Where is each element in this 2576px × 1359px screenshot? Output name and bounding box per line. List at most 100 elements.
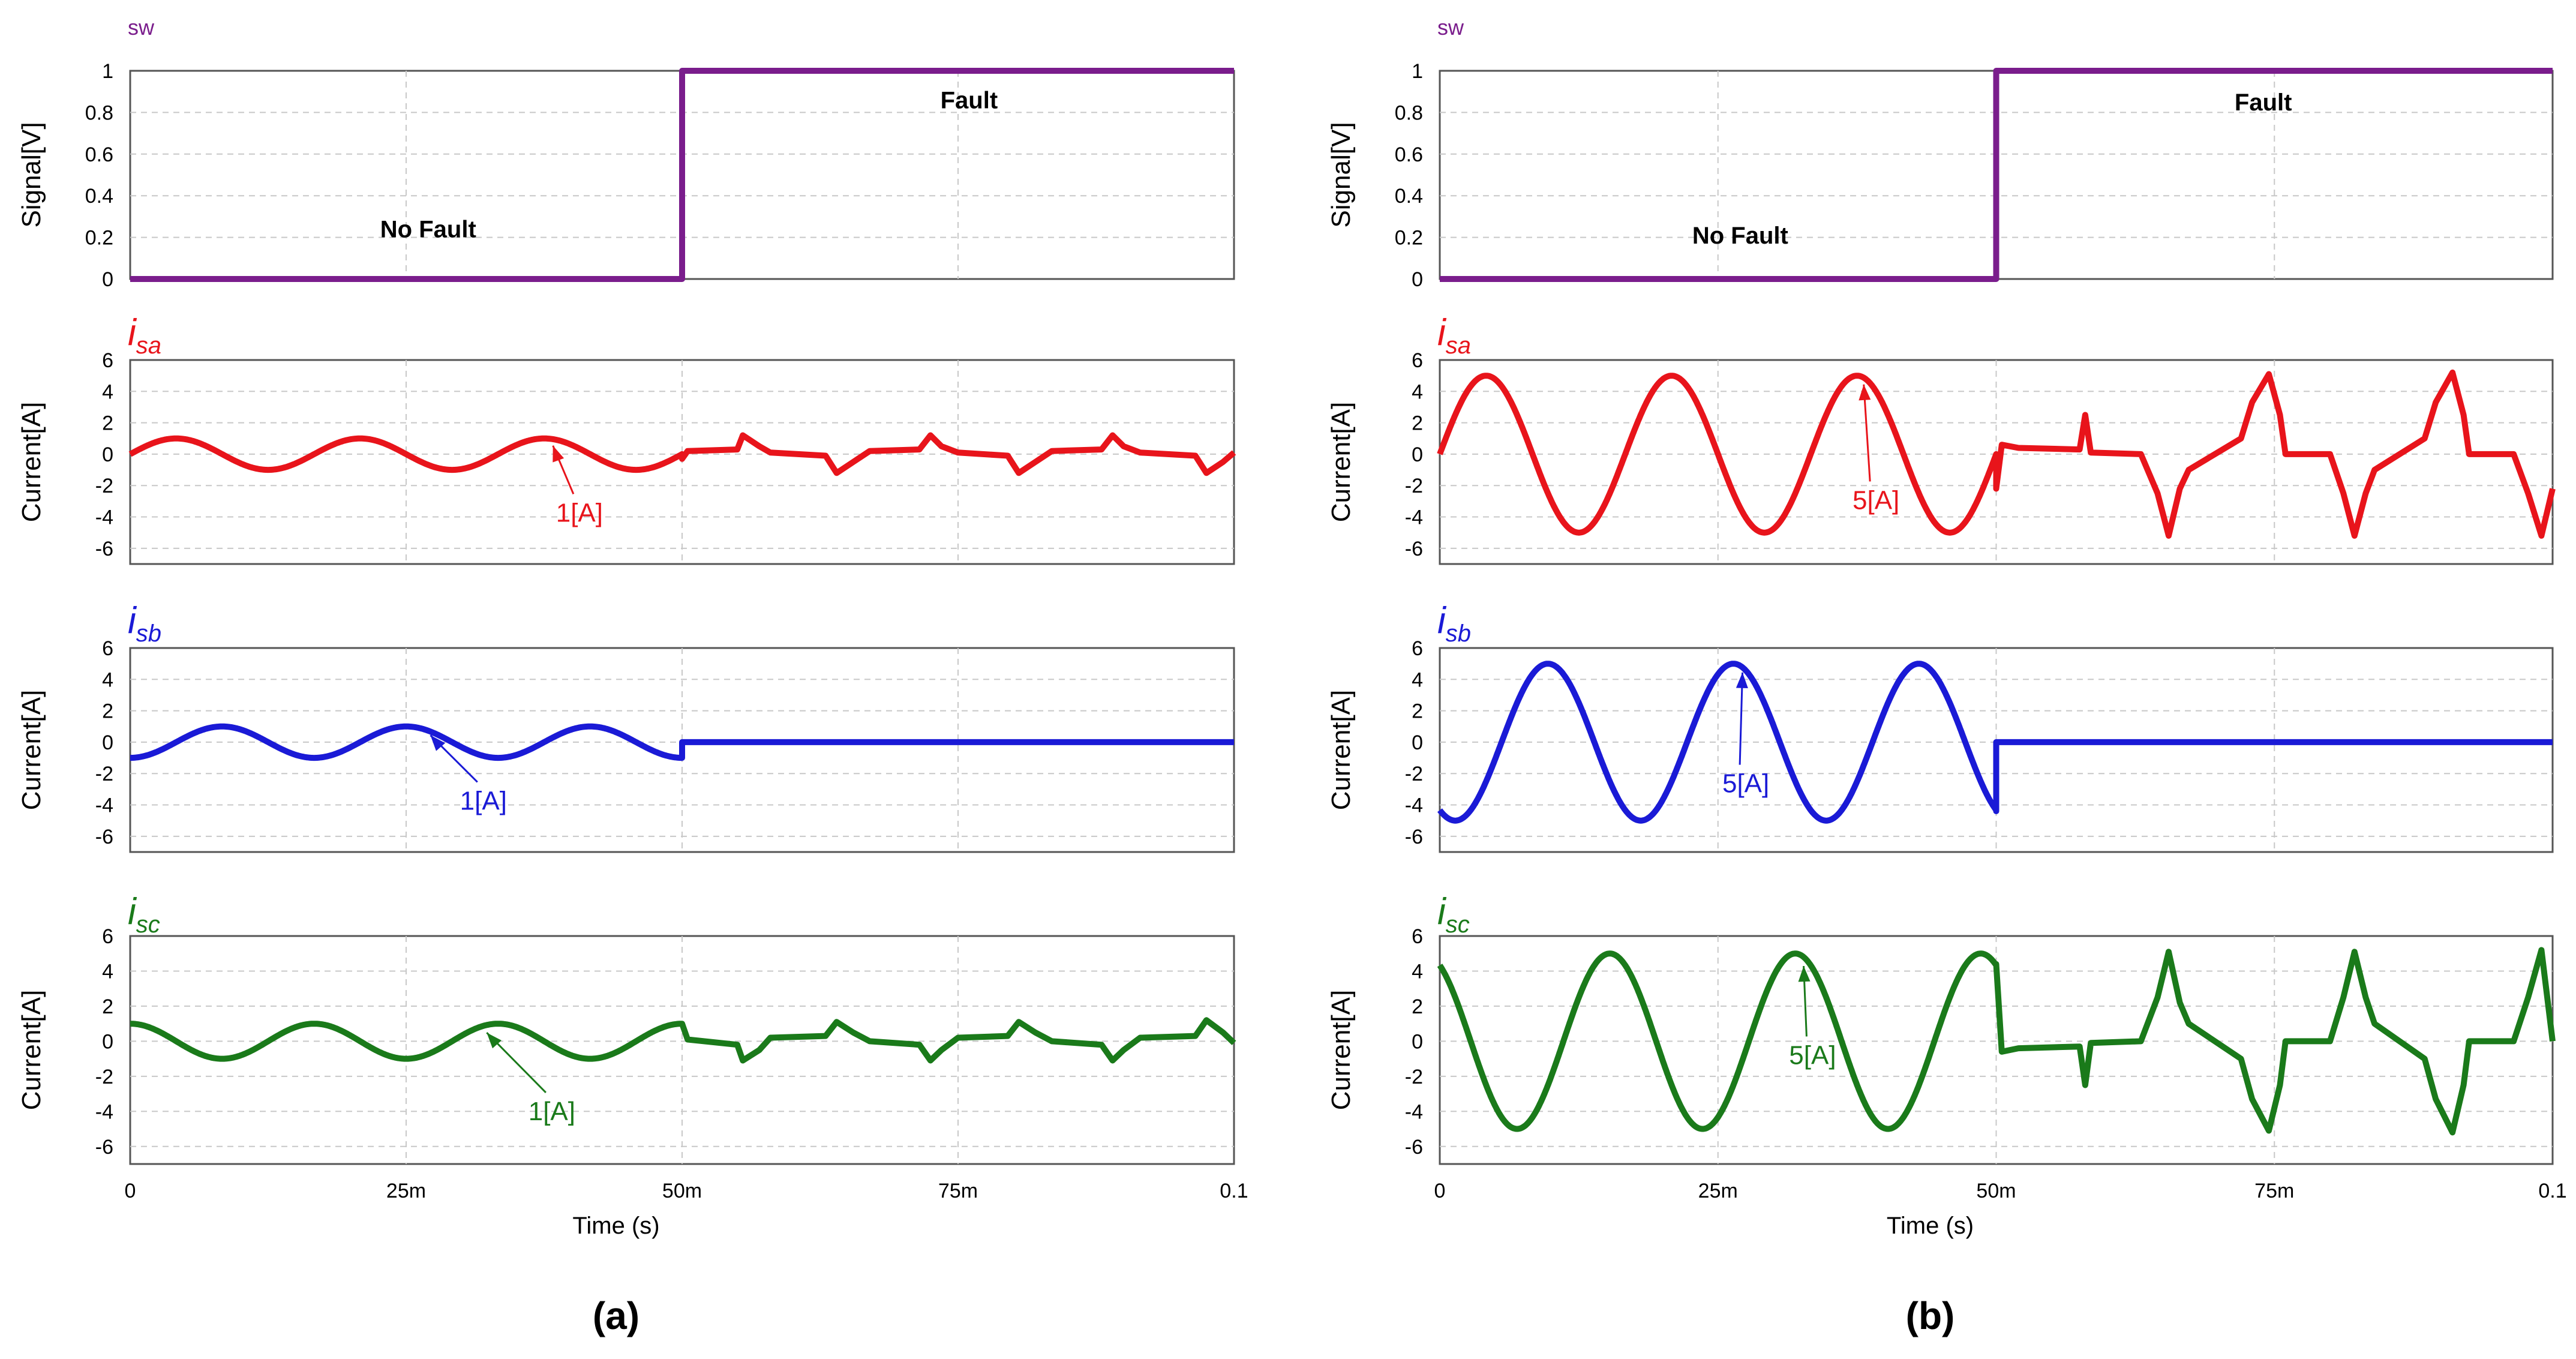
subplot-title: sw [1437,15,1464,40]
y-tick-label: -4 [1405,506,1423,529]
y-tick-label: 0.8 [85,101,113,124]
y-tick-label: 2 [1412,995,1423,1018]
subplot-sw: sw 0 0.2 0.4 0.6 0.8 1 Signal[V] No Fault Fault [17,15,1235,291]
series-line-sc [1437,947,2556,1136]
subplot-title: isc [128,891,160,938]
y-axis-label: Signal[V] [17,122,46,227]
y-tick-label: -4 [95,506,113,529]
y-tick-label: -6 [95,1136,113,1159]
y-tick-label: -4 [95,794,113,817]
y-tick-label: 0 [1412,1030,1423,1053]
y-tick-label: 2 [102,995,113,1018]
y-tick-label: 0.6 [1395,143,1423,166]
y-tick-label: 1 [1412,60,1423,83]
y-tick-label: 6 [102,925,113,948]
subplot-title: isb [128,600,161,647]
series-line-sa [128,432,1236,476]
y-tick-label: -2 [95,475,113,497]
callout-label: 5[A] [1789,1040,1836,1070]
y-tick-label: -2 [95,763,113,785]
callout-arrow-head [487,1033,502,1049]
callout-arrow-head [1798,966,1811,982]
y-tick-label: 4 [1412,668,1423,691]
callout-label: 1[A] [460,786,507,815]
y-tick-label: 2 [1412,412,1423,435]
series-line-sb [1437,661,2553,824]
subplot-sb: isb -6 -4 -2 0 2 4 6 Current[A] 1[A] [17,600,1235,853]
y-tick-label: -4 [1405,794,1423,817]
y-axis-label: Current[A] [1326,990,1356,1111]
x-tick-label: 25m [386,1180,426,1202]
series-line-sa [1437,369,2556,539]
y-tick-label: 6 [102,349,113,372]
y-tick-label: 4 [1412,960,1423,983]
x-tick-label: 50m [662,1180,702,1202]
subplot-sb: isb -6 -4 -2 0 2 4 6 Current[A] 5[A] [1326,600,2554,853]
subplot-title-main: i [128,891,137,932]
y-tick-label: 1 [102,60,113,83]
subplot-title-subscript: sa [1446,332,1471,359]
y-tick-label: 2 [1412,700,1423,723]
subplot-title: isa [1437,312,1471,359]
y-tick-label: 0 [1412,731,1423,754]
subplot-title-main: i [1437,312,1447,353]
y-tick-label: -6 [95,826,113,848]
y-tick-label: 6 [1412,925,1423,948]
panel-label: (b) [1906,1294,1955,1337]
y-tick-label: 0 [1412,268,1423,291]
y-tick-label: 0 [102,443,113,466]
callout-label: 1[A] [529,1097,575,1126]
y-tick-label: 0.2 [1395,227,1423,250]
series-line-sw [1440,68,2553,282]
callout-arrow-head [553,445,565,463]
y-tick-label: 6 [102,637,113,660]
callout-arrow-line [1863,384,1871,482]
x-tick-label: 50m [1976,1180,2016,1202]
y-tick-label: 6 [1412,349,1423,372]
subplot-sc: isc -6 -4 -2 0 2 4 6 Current[A] 1[A] [17,891,1236,1165]
x-tick-label: 75m [2254,1180,2294,1202]
series-line-sw [130,68,1234,282]
y-tick-label: 0 [102,1030,113,1053]
subplot-title-subscript: sa [136,332,161,359]
subplot-title-subscript: sc [136,911,160,938]
y-tick-label: 4 [102,960,113,983]
y-tick-label: -4 [95,1100,113,1123]
subplot-title-main: i [1437,600,1447,641]
y-tick-label: 4 [102,380,113,403]
y-tick-label: -4 [1405,1100,1423,1123]
subplot-title: isb [1437,600,1471,647]
series-line-sb [128,723,1234,761]
y-tick-label: -6 [1405,1136,1423,1159]
subplot-title-subscript: sb [1446,620,1471,647]
subplot-title: isc [1437,891,1470,938]
annotation-label: No Fault [380,217,476,243]
subplot-sa: isa -6 -4 -2 0 2 4 6 Current[A] 1[A] [17,312,1236,565]
annotation-label: Fault [941,87,998,113]
callout-label: 5[A] [1722,769,1769,799]
x-tick-label: 0 [125,1180,136,1202]
y-tick-label: -6 [1405,538,1423,560]
subplot-title-main: i [128,600,137,641]
y-tick-label: 2 [102,412,113,435]
x-tick-label: 0.1 [1220,1180,1248,1202]
y-tick-label: 0 [102,731,113,754]
annotation-label: No Fault [1692,223,1788,249]
callout-arrow-head [1859,384,1871,401]
subplot-sa: isa -6 -4 -2 0 2 4 6 Current[A] 5[A] [1326,312,2556,565]
panel-label: (a) [593,1294,640,1337]
callout-label: 5[A] [1853,485,1899,515]
y-tick-label: -6 [95,538,113,560]
subplot-title-main: i [128,312,137,353]
subplot-title-subscript: sc [1446,911,1470,938]
subplot-title: sw [128,15,155,40]
subplot-sc: isc -6 -4 -2 0 2 4 6 Current[A] 5[A] [1326,891,2556,1165]
callout-arrow-head [1736,672,1748,689]
y-tick-label: -2 [1405,475,1423,497]
callout-label: 1[A] [556,498,603,527]
y-tick-label: 0 [1412,443,1423,466]
x-tick-label: 75m [938,1180,978,1202]
y-tick-label: 4 [1412,380,1423,403]
